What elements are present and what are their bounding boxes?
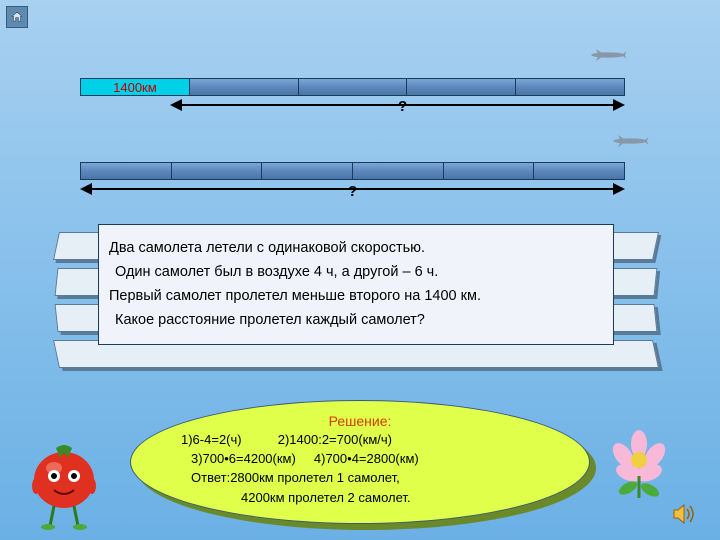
bar2-seg <box>534 163 624 179</box>
bar1-highlight: 1400км <box>81 79 190 95</box>
solution-step: 2)1400:2=700(км/ч) <box>278 432 392 447</box>
bar2-question: ? <box>348 183 357 200</box>
solution-step: 4)700•4=2800(км) <box>314 451 419 466</box>
distance-bar-1: 1400км <box>80 78 625 112</box>
solution-ellipse: Решение: 1)6-4=2(ч) 2)1400:2=700(км/ч) 3… <box>130 400 590 524</box>
solution-title: Решение: <box>181 413 539 429</box>
bar1-seg <box>190 79 299 95</box>
solution-step: 3)700•6=4200(км) <box>191 451 296 466</box>
bar1-seg <box>407 79 516 95</box>
plane-icon <box>582 46 628 64</box>
home-icon <box>10 10 24 24</box>
solution-block: Решение: 1)6-4=2(ч) 2)1400:2=700(км/ч) 3… <box>130 400 590 524</box>
solution-answer: 4200км пролетел 2 самолет. <box>181 489 539 507</box>
solution-row: 1)6-4=2(ч) 2)1400:2=700(км/ч) <box>181 431 539 449</box>
problem-line: Первый самолет пролетел меньше второго н… <box>109 286 603 307</box>
problem-block: Два самолета летели с одинаковой скорост… <box>56 224 656 345</box>
tomato-character-icon <box>24 440 104 530</box>
bar2-seg <box>353 163 444 179</box>
bar2-seg <box>262 163 353 179</box>
bar2-seg <box>172 163 263 179</box>
bar1-question: ? <box>398 98 407 115</box>
solution-answer: Ответ:2800км пролетел 1 самолет, <box>181 469 539 487</box>
solution-step: 1)6-4=2(ч) <box>181 432 242 447</box>
problem-line: Один самолет был в воздухе 4 ч, а другой… <box>109 262 603 283</box>
problem-box: Два самолета летели с одинаковой скорост… <box>98 224 614 345</box>
bar1-seg <box>516 79 624 95</box>
sound-icon[interactable] <box>670 500 698 528</box>
bar1-arrow <box>80 98 625 112</box>
bar2-seg <box>444 163 535 179</box>
bar1-seg <box>299 79 408 95</box>
problem-line: Какое расстояние пролетел каждый самолет… <box>109 310 603 331</box>
plane-icon <box>604 132 650 150</box>
home-button[interactable] <box>6 6 28 28</box>
bar2-seg <box>81 163 172 179</box>
problem-line: Два самолета летели с одинаковой скорост… <box>109 238 603 259</box>
solution-row: 3)700•6=4200(км) 4)700•4=2800(км) <box>181 450 539 468</box>
flower-icon <box>604 430 674 500</box>
